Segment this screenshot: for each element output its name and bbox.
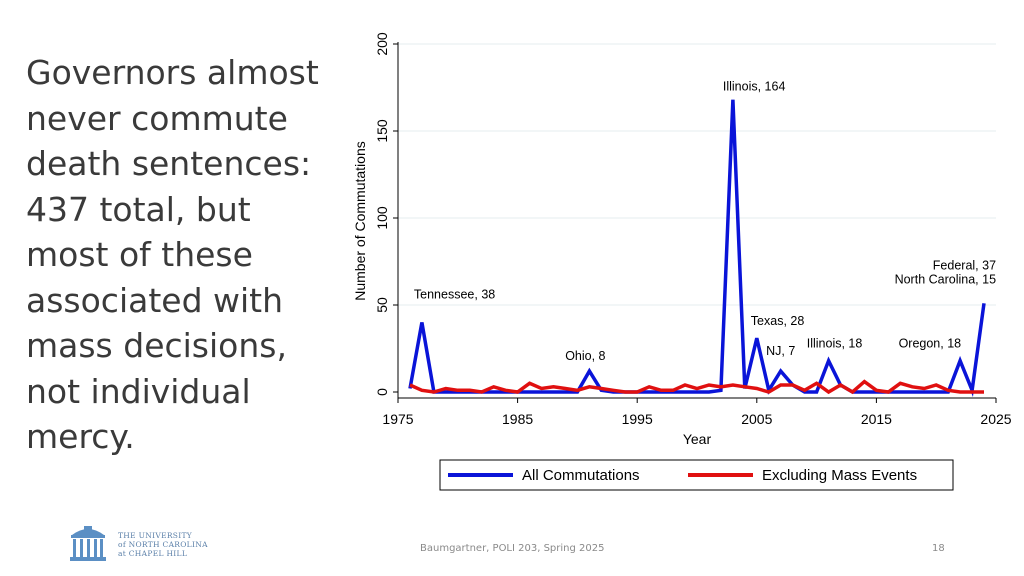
title-line: most of these	[26, 235, 253, 274]
y-tick-label: 50	[374, 297, 390, 313]
university-logo-text: THE UNIVERSITY of NORTH CAROLINA at CHAPEL…	[118, 531, 228, 558]
x-tick-label: 1985	[502, 411, 533, 427]
series-layer	[408, 99, 986, 398]
old-well-icon	[70, 526, 106, 561]
legend-label: Excluding Mass Events	[762, 467, 917, 484]
legend-label: All Commutations	[522, 467, 640, 484]
x-tick-label: 2005	[741, 411, 772, 427]
x-tick-label: 2015	[861, 411, 892, 427]
annotation-label: Illinois, 164	[723, 80, 786, 94]
annotation-label: Ohio, 8	[565, 349, 605, 363]
title-line: associated with	[26, 280, 284, 320]
annotation-label: NJ, 7	[766, 344, 795, 358]
x-tick-label: 2025	[980, 411, 1011, 427]
x-axis-label: Year	[683, 431, 712, 447]
series-line-1	[409, 379, 984, 395]
page-number: 18	[932, 543, 945, 554]
annotations-layer: Tennessee, 38 Ohio, 8 Illinois, 164 Texas, …	[414, 80, 996, 363]
title-line: not individual	[26, 371, 251, 411]
title-line: mass decisions,	[26, 326, 287, 365]
logo-text-line: of NORTH CAROLINA	[118, 540, 208, 549]
slide-title: Governors almost never commute death sente…	[26, 50, 346, 460]
annotation-label: North Carolina, 15	[895, 272, 996, 286]
annotation-label: Texas, 28	[751, 314, 805, 328]
x-tick-label: 1975	[382, 411, 413, 427]
annotation-label: Federal, 37	[933, 258, 996, 272]
y-tick-label: 200	[374, 32, 390, 56]
y-tick-label: 150	[374, 119, 390, 143]
footer-citation: Baumgartner, POLI 203, Spring 2025	[420, 543, 605, 554]
logo-text-line: at CHAPEL HILL	[118, 549, 188, 558]
x-tick-label: 1995	[622, 411, 653, 427]
title-line: death sentences:	[26, 144, 312, 183]
y-tick-label: 0	[374, 388, 390, 396]
axes-layer: 0 50 100 150 200 1975 1985 1995 2005 2015 2025 Year…	[352, 32, 1012, 447]
annotation-label: Tennessee, 38	[414, 287, 495, 301]
title-line: 437 total, but	[26, 189, 251, 229]
y-axis-label: Number of Commutations	[352, 141, 368, 301]
legend: All Commutations Excluding Mass Events	[439, 459, 954, 491]
y-tick-label: 100	[374, 206, 390, 230]
annotation-label: Illinois, 18	[807, 337, 863, 351]
annotation-label: Oregon, 18	[899, 337, 962, 351]
logo-text-line: THE UNIVERSITY	[118, 531, 193, 540]
grid-layer	[398, 43, 996, 306]
title-line: mercy.	[26, 417, 135, 456]
title-line: Governors almost	[26, 53, 319, 92]
title-line: never commute	[26, 98, 288, 138]
